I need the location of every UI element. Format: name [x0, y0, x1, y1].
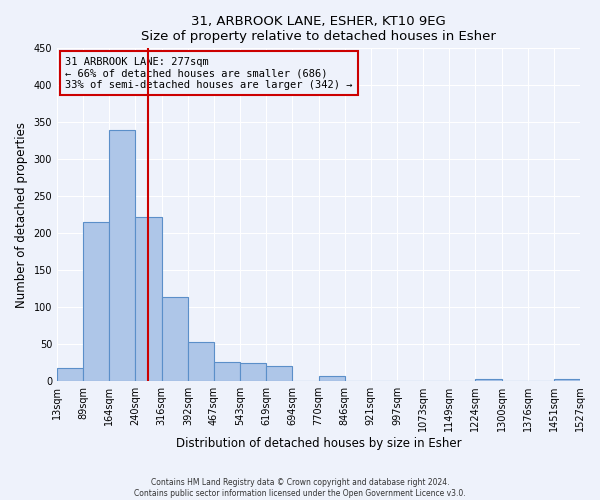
Bar: [554, 380, 580, 381]
Bar: [240, 363, 266, 381]
Bar: [214, 362, 240, 381]
Bar: [136, 217, 162, 381]
Bar: [83, 222, 109, 381]
X-axis label: Distribution of detached houses by size in Esher: Distribution of detached houses by size …: [176, 437, 461, 450]
Bar: [475, 380, 502, 381]
Bar: [109, 130, 136, 381]
Bar: [319, 376, 345, 381]
Bar: [162, 298, 188, 381]
Bar: [266, 366, 292, 381]
Text: 31 ARBROOK LANE: 277sqm
← 66% of detached houses are smaller (686)
33% of semi-d: 31 ARBROOK LANE: 277sqm ← 66% of detache…: [65, 56, 352, 90]
Title: 31, ARBROOK LANE, ESHER, KT10 9EG
Size of property relative to detached houses i: 31, ARBROOK LANE, ESHER, KT10 9EG Size o…: [141, 15, 496, 43]
Text: Contains HM Land Registry data © Crown copyright and database right 2024.
Contai: Contains HM Land Registry data © Crown c…: [134, 478, 466, 498]
Y-axis label: Number of detached properties: Number of detached properties: [15, 122, 28, 308]
Bar: [57, 368, 83, 381]
Bar: [188, 342, 214, 381]
